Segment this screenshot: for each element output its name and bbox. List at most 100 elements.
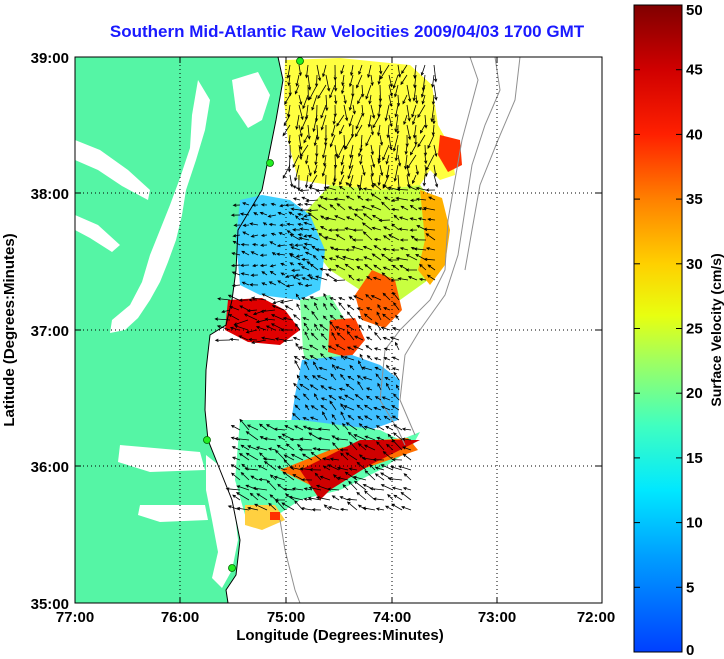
velocity-vector — [358, 144, 363, 158]
velocity-vector — [423, 227, 436, 231]
velocity-vector — [379, 164, 384, 177]
velocity-vector — [374, 366, 382, 371]
velocity-vector — [362, 213, 373, 221]
velocity-vector — [415, 94, 419, 105]
velocity-vector — [375, 321, 382, 331]
velocity-vector — [405, 268, 417, 272]
velocity-vector — [394, 104, 399, 118]
velocity-vector — [430, 104, 435, 123]
velocity-vector — [343, 405, 355, 411]
velocity-vector — [388, 94, 393, 107]
pamlico-river — [138, 505, 208, 522]
velocity-vector — [359, 353, 364, 361]
velocity-vector — [230, 213, 241, 217]
velocity-vector — [404, 154, 408, 170]
velocity-vector — [403, 473, 412, 481]
velocity-vector — [273, 427, 286, 431]
velocity-vector — [406, 84, 412, 103]
velocity-vector — [303, 375, 310, 381]
velocity-vector — [383, 196, 391, 201]
velocity-vector — [231, 446, 241, 451]
velocity-vector — [289, 466, 304, 471]
velocity-vector — [401, 506, 412, 511]
velocity-vector — [357, 195, 364, 201]
velocity-vector — [375, 415, 382, 421]
velocity-vector — [263, 437, 277, 441]
velocity-vector — [354, 335, 364, 341]
velocity-vector — [252, 486, 268, 491]
velocity-vector — [351, 245, 364, 251]
chesapeake-bay — [110, 80, 210, 333]
velocity-vector — [308, 486, 322, 491]
velocity-vector — [347, 375, 355, 381]
velocity-vector — [383, 415, 391, 421]
velocity-vector — [305, 199, 319, 203]
velocity-vector — [345, 248, 355, 252]
velocity-vector — [298, 134, 303, 151]
velocity-vector — [379, 64, 383, 75]
velocity-vector — [387, 477, 403, 481]
velocity-vector — [325, 273, 337, 281]
velocity-vector — [433, 174, 439, 188]
velocity-vector — [301, 478, 313, 482]
x-tick-label: 76:00 — [161, 609, 199, 626]
velocity-vector — [361, 222, 373, 231]
velocity-vector — [294, 404, 301, 411]
velocity-vector — [300, 114, 309, 131]
velocity-vector — [340, 373, 346, 381]
velocity-vector — [385, 164, 390, 179]
velocity-vector — [413, 247, 427, 251]
velocity-vector — [401, 437, 412, 441]
velocity-vector — [311, 375, 319, 381]
velocity-vector — [292, 197, 301, 201]
velocity-vector — [415, 164, 419, 176]
velocity-vector — [295, 74, 300, 87]
velocity-vector — [283, 114, 291, 127]
velocity-vector — [371, 226, 382, 231]
velocity-vector — [228, 314, 240, 321]
velocity-vector — [341, 255, 355, 261]
velocity-vector — [273, 475, 286, 481]
velocity-vector — [370, 104, 376, 119]
velocity-vector — [233, 319, 249, 326]
velocity-vector — [317, 204, 328, 211]
velocity-vector — [240, 263, 250, 267]
velocity-vector — [313, 361, 319, 371]
velocity-vector — [331, 413, 337, 421]
velocity-vector — [295, 114, 300, 130]
velocity-vector — [392, 291, 400, 301]
velocity-vector — [292, 336, 301, 341]
velocity-vector — [227, 505, 241, 511]
velocity-vector — [336, 332, 346, 341]
velocity-vector — [404, 144, 408, 156]
velocity-vector — [380, 406, 391, 411]
velocity-vector — [356, 491, 367, 501]
velocity-vector — [415, 186, 427, 191]
velocity-vector — [299, 383, 310, 391]
velocity-vector — [294, 359, 301, 371]
velocity-vector — [365, 344, 373, 351]
velocity-vector — [388, 114, 393, 128]
velocity-vector — [395, 257, 409, 261]
velocity-vector — [376, 441, 385, 451]
velocity-vector — [297, 282, 304, 286]
velocity-vector — [357, 443, 367, 451]
velocity-vector — [332, 174, 336, 187]
velocity-vector — [348, 467, 358, 471]
y-tick-label: 39:00 — [31, 50, 69, 67]
velocity-vector — [400, 491, 412, 501]
velocity-vector — [318, 232, 328, 241]
velocity-vector — [345, 383, 355, 391]
velocity-vector — [310, 332, 319, 341]
velocity-vector — [423, 144, 428, 157]
x-tick-label: 73:00 — [478, 609, 516, 626]
velocity-vector — [409, 204, 418, 211]
velocity-vector — [339, 174, 345, 186]
velocity-vector — [387, 258, 399, 262]
velocity-vector — [304, 331, 310, 341]
velocity-vector — [395, 196, 409, 201]
velocity-vector — [280, 272, 286, 276]
velocity-vector — [232, 240, 241, 246]
velocity-vector — [336, 203, 346, 211]
velocity-vector — [391, 439, 403, 451]
